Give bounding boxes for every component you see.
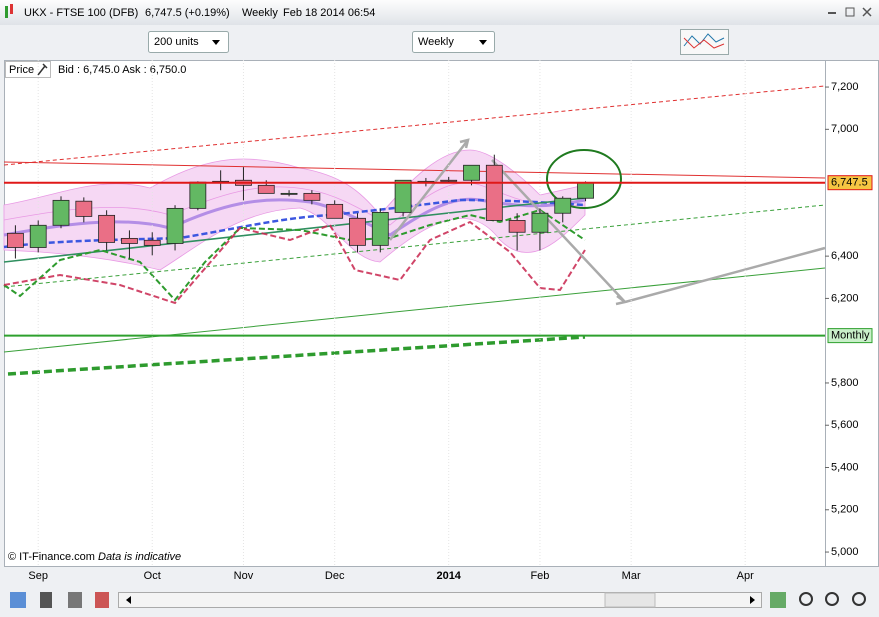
candle-body xyxy=(52,199,70,226)
minimize[interactable] xyxy=(828,12,836,14)
info-label: Price xyxy=(9,64,34,76)
tool-icon[interactable] xyxy=(95,592,109,608)
candle-body xyxy=(75,200,93,217)
candle-body xyxy=(440,179,458,182)
chart-frame xyxy=(4,60,879,567)
y-tick-label: 5,600 xyxy=(831,419,859,431)
x-tick-label: Nov xyxy=(234,570,254,582)
price-level-label: 6,747.5 xyxy=(831,177,868,189)
support-level-label: Monthly xyxy=(831,330,870,342)
price-change: 6,747.5 (+0.19%) xyxy=(145,7,230,19)
bottom-icons-right[interactable] xyxy=(770,592,866,608)
candle-body xyxy=(394,179,412,213)
candle-body xyxy=(577,182,594,199)
candle-body xyxy=(121,237,138,244)
price-level-box xyxy=(827,175,873,191)
candle-body xyxy=(29,224,47,248)
support-level-box xyxy=(827,328,873,344)
close[interactable] xyxy=(862,7,872,17)
title-bar xyxy=(0,0,879,25)
settings-icon[interactable] xyxy=(37,63,48,76)
indicator-button[interactable] xyxy=(680,29,729,55)
y-tick-label: 6,200 xyxy=(831,292,859,304)
scrollbar[interactable] xyxy=(118,592,762,608)
size-dropdown[interactable]: 200 units xyxy=(148,31,229,53)
y-tick-label: 5,400 xyxy=(831,461,859,473)
interval-dropdown[interactable]: Weekly xyxy=(412,31,495,53)
y-tick-label: 6,400 xyxy=(831,250,859,262)
zoom-icon[interactable] xyxy=(799,592,813,606)
candle-body xyxy=(257,184,275,194)
y-tick-label: 5,000 xyxy=(831,546,859,558)
x-tick-label: Feb xyxy=(530,570,549,582)
candle-body xyxy=(143,239,161,246)
candle-body xyxy=(371,211,389,246)
info-box: Price Bid : 6,745.0 Ask : 6,750.0 xyxy=(5,61,186,78)
bid-ask: Bid : 6,745.0 Ask : 6,750.0 xyxy=(58,64,186,76)
y-tick-label: 7,200 xyxy=(831,81,859,93)
candle-body xyxy=(189,181,207,209)
plot-area: 7,200 7,000 6,400 6,200 5,800 5,600 5,400 5,200… xyxy=(4,60,873,582)
x-tick-label: Apr xyxy=(737,570,754,582)
disclaimer: Data is indicative xyxy=(98,551,181,563)
maximize[interactable] xyxy=(845,7,855,17)
app-icon xyxy=(5,4,13,18)
candle-body xyxy=(485,164,503,221)
window-title: UKX - FTSE 100 (DFB) xyxy=(24,7,138,19)
candle-body xyxy=(349,217,366,246)
copyright: © IT-Finance.com xyxy=(8,551,95,563)
candle-body xyxy=(166,207,184,244)
size-value: 200 units xyxy=(154,36,199,48)
candle-body xyxy=(508,220,526,233)
tool-icon[interactable] xyxy=(68,592,82,608)
y-tick-label: 7,000 xyxy=(831,123,859,135)
candle-body xyxy=(531,212,549,233)
scroll-thumb[interactable] xyxy=(604,592,656,608)
tool-icon[interactable] xyxy=(40,592,52,608)
timestamp: Feb 18 2014 06:54 xyxy=(283,7,375,19)
zoom-in[interactable] xyxy=(852,592,866,606)
y-tick-label: 5,200 xyxy=(831,504,859,516)
y-tick-label: 5,800 xyxy=(831,377,859,389)
x-tick-label: Dec xyxy=(325,570,345,582)
candle-body xyxy=(554,197,572,214)
interval-value: Weekly xyxy=(418,36,454,48)
candle-body xyxy=(303,192,321,201)
bottom-icons-left[interactable] xyxy=(10,592,109,608)
tool-icon[interactable] xyxy=(770,592,786,608)
candle-body xyxy=(98,214,116,243)
candle-body xyxy=(463,164,480,181)
tool-icon[interactable] xyxy=(10,592,26,608)
candle-body xyxy=(280,192,298,195)
candle-body xyxy=(326,203,344,219)
window-interval: Weekly xyxy=(242,7,278,19)
window-buttons[interactable] xyxy=(828,7,872,17)
x-tick-label: Sep xyxy=(28,570,48,582)
zoom-out[interactable] xyxy=(825,592,839,606)
x-tick-label: Oct xyxy=(144,570,161,582)
x-tick-label: 2014 xyxy=(436,570,461,582)
candle-body xyxy=(7,232,24,248)
x-tick-label: Mar xyxy=(622,570,641,582)
